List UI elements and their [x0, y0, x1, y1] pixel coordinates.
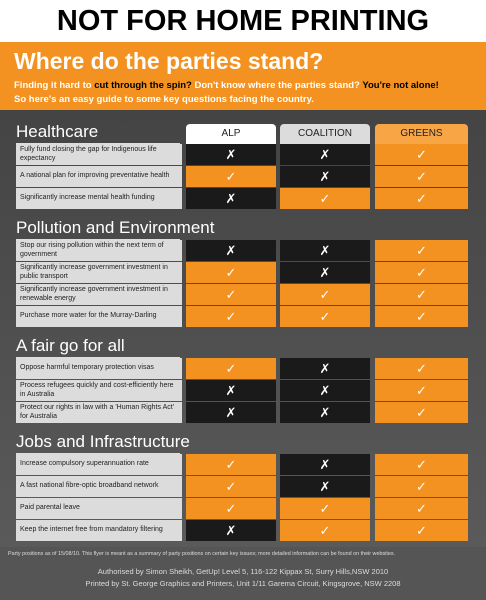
- question: Oppose harmful temporary protection visa…: [16, 358, 182, 379]
- position-cell: ✓: [186, 358, 276, 379]
- question: Paid parental leave: [16, 498, 182, 519]
- footer-line: Printed by St. George Graphics and Print…: [85, 579, 401, 588]
- position-cell: ✓: [375, 144, 468, 165]
- position-cell: ✓: [186, 284, 276, 305]
- question: Significantly increase government invest…: [16, 262, 182, 283]
- question: Significantly increase mental health fun…: [16, 188, 182, 209]
- position-cell: ✓: [375, 240, 468, 261]
- position-cell: ✗: [186, 520, 276, 541]
- position-cell: ✗: [186, 240, 276, 261]
- position-cell: ✓: [375, 380, 468, 401]
- section-title: Healthcare: [16, 122, 180, 144]
- position-cell: ✓: [375, 498, 468, 519]
- position-cell: ✓: [375, 476, 468, 497]
- position-cell: ✗: [280, 166, 370, 187]
- position-cell: ✗: [186, 380, 276, 401]
- position-cell: ✗: [280, 240, 370, 261]
- position-cell: ✓: [375, 358, 468, 379]
- position-cell: ✓: [375, 188, 468, 209]
- position-cell: ✓: [186, 262, 276, 283]
- question: A national plan for improving preventati…: [16, 166, 182, 187]
- position-cell: ✗: [280, 144, 370, 165]
- section-title: A fair go for all: [16, 336, 180, 358]
- position-cell: ✗: [280, 476, 370, 497]
- question: A fast national fibre-optic broadband ne…: [16, 476, 182, 497]
- position-cell: ✓: [375, 402, 468, 423]
- position-cell: ✓: [375, 262, 468, 283]
- position-cell: ✓: [280, 284, 370, 305]
- footer: Party positions as of 15/08/10. This fly…: [0, 547, 486, 600]
- position-cell: ✓: [375, 306, 468, 327]
- position-cell: ✗: [280, 454, 370, 475]
- position-cell: ✗: [280, 402, 370, 423]
- position-cell: ✓: [375, 166, 468, 187]
- position-cell: ✗: [186, 144, 276, 165]
- intro-text: Finding it hard to: [14, 80, 95, 91]
- question: Significantly increase government invest…: [16, 284, 182, 305]
- column-header: ALP: [186, 124, 276, 144]
- intro-text: Don't know where the parties stand?: [191, 80, 363, 91]
- column-header: COALITION: [280, 124, 370, 144]
- column-header: GREENS: [375, 124, 468, 144]
- position-cell: ✓: [186, 476, 276, 497]
- position-cell: ✗: [280, 358, 370, 379]
- position-cell: ✗: [280, 262, 370, 283]
- question: Stop our rising pollution within the nex…: [16, 240, 182, 261]
- position-cell: ✓: [375, 284, 468, 305]
- position-cell: ✓: [280, 188, 370, 209]
- question: Purchase more water for the Murray-Darli…: [16, 306, 182, 327]
- intro: Finding it hard to cut through the spin?…: [14, 80, 439, 91]
- question: Increase compulsory superannuation rate: [16, 454, 182, 475]
- intro-highlight: cut through the spin?: [94, 80, 192, 91]
- position-cell: ✗: [186, 402, 276, 423]
- intro-line: So here's an easy guide to some key ques…: [14, 94, 314, 105]
- position-cell: ✓: [186, 166, 276, 187]
- position-cell: ✓: [375, 520, 468, 541]
- position-cell: ✓: [280, 306, 370, 327]
- question: Protect our rights in law with a 'Human …: [16, 402, 182, 423]
- question: Keep the internet free from mandatory fi…: [16, 520, 182, 541]
- position-cell: ✓: [186, 306, 276, 327]
- position-cell: ✓: [280, 498, 370, 519]
- position-cell: ✓: [186, 454, 276, 475]
- position-cell: ✗: [280, 380, 370, 401]
- footer-note: Party positions as of 15/08/10. This fly…: [8, 551, 396, 557]
- position-cell: ✗: [186, 188, 276, 209]
- position-cell: ✓: [186, 498, 276, 519]
- intro-highlight: You're not alone!: [362, 80, 439, 91]
- section-title: Pollution and Environment: [16, 218, 214, 240]
- footer-line: Authorised by Simon Sheikh, GetUp! Level…: [97, 567, 389, 576]
- question: Fully fund closing the gap for Indigenou…: [16, 144, 182, 165]
- header: Where do the parties stand? Finding it h…: [0, 42, 486, 110]
- table: ALP COALITION GREENS Healthcare Fully fund c…: [0, 110, 486, 547]
- section-title: Jobs and Infrastructure: [16, 432, 190, 454]
- title: Where do the parties stand?: [14, 48, 324, 74]
- position-cell: ✓: [280, 520, 370, 541]
- banner: NOT FOR HOME PRINTING: [0, 0, 486, 42]
- question: Process refugees quickly and cost-effici…: [16, 380, 182, 401]
- position-cell: ✓: [375, 454, 468, 475]
